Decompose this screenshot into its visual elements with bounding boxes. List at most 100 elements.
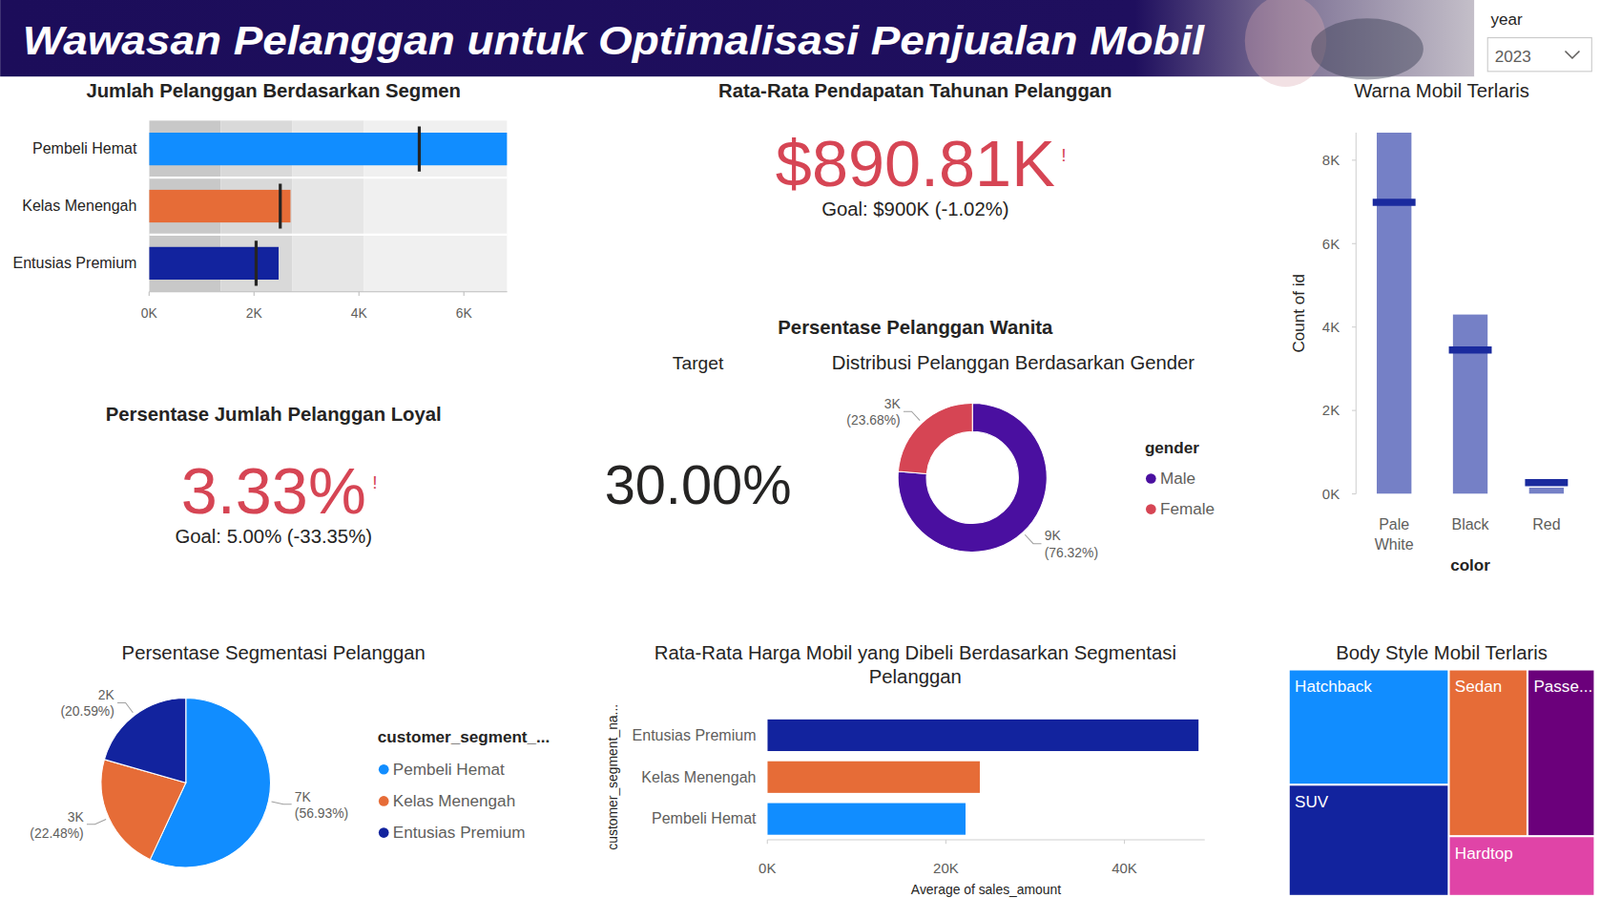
tick-label: 20K	[933, 859, 959, 876]
group-title: Persentase Pelanggan Wanita	[777, 316, 1054, 338]
legend-swatch	[1145, 473, 1157, 484]
slicer-chevron	[1564, 50, 1580, 58]
slicer-label: year	[1490, 10, 1523, 29]
bar	[148, 132, 507, 166]
tick-mark	[767, 839, 769, 844]
header-title: Wawasan Pelanggan untuk Optimalisasi Pen…	[22, 17, 1206, 63]
data-label: 3K	[67, 809, 85, 825]
label-line: Rata-Rata Harga Mobil yang Dibeli Berdas…	[654, 642, 1177, 664]
cell-label: Hatchback	[1294, 677, 1372, 696]
tick-mark	[1351, 493, 1356, 495]
slices	[101, 697, 271, 868]
category-label: Kelas Menengah	[641, 768, 756, 786]
label-line: Black	[1451, 515, 1490, 533]
tick-label: 2K	[1322, 401, 1340, 418]
target-marker	[1449, 346, 1493, 354]
tick-label: 2K	[246, 305, 264, 321]
tick-mark	[253, 291, 255, 296]
tick-mark	[1351, 410, 1356, 412]
bar	[767, 719, 1199, 751]
category-label: Kelas Menengah	[21, 196, 137, 214]
leader-line	[1024, 534, 1041, 543]
tick-label: 40K	[1111, 859, 1138, 876]
axis-title: customer_segment_na...	[604, 704, 621, 851]
legend-swatch	[378, 827, 390, 838]
chart-title: Distribusi Pelanggan Berdasarkan Gender	[831, 352, 1195, 374]
axis-line	[148, 290, 507, 292]
leader-line	[271, 801, 292, 805]
bar	[1529, 487, 1564, 495]
tick-mark	[1351, 243, 1356, 245]
label-line: White	[1374, 535, 1414, 553]
chart-title: Jumlah Pelanggan Berdasarkan Segmen	[85, 80, 461, 102]
slice	[897, 402, 973, 474]
target-marker	[254, 240, 258, 286]
plot-area	[767, 719, 1199, 835]
treemap-cell	[1289, 785, 1449, 894]
card-title: Target	[672, 353, 725, 374]
donut-chart: Distribusi Pelanggan Berdasarkan Gender9…	[831, 352, 1215, 560]
axis-title: Average of sales_amount	[911, 881, 1061, 897]
category-label: Pembeli Hemat	[651, 809, 757, 827]
kpi-card: Persentase Jumlah Pelanggan Loyal3.33%!G…	[105, 403, 442, 547]
legend-label: Pembeli Hemat	[393, 760, 505, 779]
legend-label: Entusias Premium	[393, 823, 526, 842]
plot-area	[148, 120, 507, 292]
leader-line	[903, 411, 920, 420]
data-label: 2K	[98, 686, 116, 703]
slice	[103, 697, 186, 783]
category-label: Pale White	[1374, 515, 1414, 553]
target-marker	[1372, 198, 1416, 206]
axis-title: color	[1450, 556, 1491, 575]
kpi-alert: !	[1060, 145, 1066, 166]
tick-mark	[1351, 326, 1356, 328]
tick-mark	[1123, 839, 1125, 844]
bar	[767, 803, 966, 835]
data-label: 7K	[294, 789, 312, 805]
legend: genderMaleFemale	[1144, 438, 1215, 519]
kpi-goal: Goal: $900K (-1.02%)	[821, 198, 1009, 220]
legend-title: gender	[1144, 438, 1200, 458]
slicer: year2023	[1474, 0, 1600, 77]
tick-label: 6K	[456, 305, 474, 321]
legend: customer_segment_...Pembeli HematKelas M…	[377, 727, 551, 841]
chart-title: Rata-Rata Pendapatan Tahunan Pelanggan	[718, 80, 1112, 102]
data-label: (23.68%)	[846, 412, 900, 428]
target-marker	[1524, 478, 1568, 486]
bullet-chart: Jumlah Pelanggan Berdasarkan Segmen Pembe…	[12, 80, 507, 321]
header-photo	[1310, 18, 1424, 80]
tick-mark	[1351, 159, 1356, 161]
tick-label: 0K	[1322, 485, 1340, 502]
category-label: Pembeli Hemat	[32, 139, 138, 157]
bar	[148, 247, 279, 280]
bar	[1453, 314, 1488, 495]
chart-title: Persentase Jumlah Pelanggan Loyal	[105, 403, 442, 425]
tick-label: 0K	[141, 305, 159, 321]
label-line: Pale	[1378, 515, 1410, 533]
treemap-cell	[1450, 836, 1595, 895]
slicer-dropdown[interactable]	[1487, 38, 1592, 72]
data-label: (76.32%)	[1044, 544, 1099, 561]
pie-chart: Persentase Segmentasi Pelanggan7K(56.93%…	[29, 642, 550, 868]
data-label: (22.48%)	[29, 825, 84, 841]
tick-mark	[148, 291, 150, 296]
bar	[148, 189, 291, 223]
label-line: Red	[1532, 515, 1560, 533]
slices	[897, 402, 1047, 552]
chart-title: Rata-Rata Harga Mobil yang Dibeli Berdas…	[654, 642, 1177, 688]
tick-mark	[945, 839, 947, 844]
cell-label: Hardtop	[1454, 844, 1514, 863]
legend-swatch	[1145, 503, 1157, 515]
header: Wawasan Pelanggan untuk Optimalisasi Pen…	[0, 0, 1475, 87]
kpi-alert: !	[372, 472, 377, 493]
row-separator	[148, 233, 507, 236]
treemap-cell	[1289, 670, 1449, 785]
kpi-value: $890.81K	[775, 126, 1056, 201]
label-line: Pelanggan	[869, 665, 962, 687]
data-label: (56.93%)	[294, 805, 349, 821]
treemap-cell	[1528, 670, 1594, 836]
axis-line	[767, 839, 1205, 841]
legend-swatch	[378, 795, 390, 807]
cell-label: Passe...	[1533, 677, 1593, 696]
kpi-value: 3.33%	[181, 454, 367, 528]
